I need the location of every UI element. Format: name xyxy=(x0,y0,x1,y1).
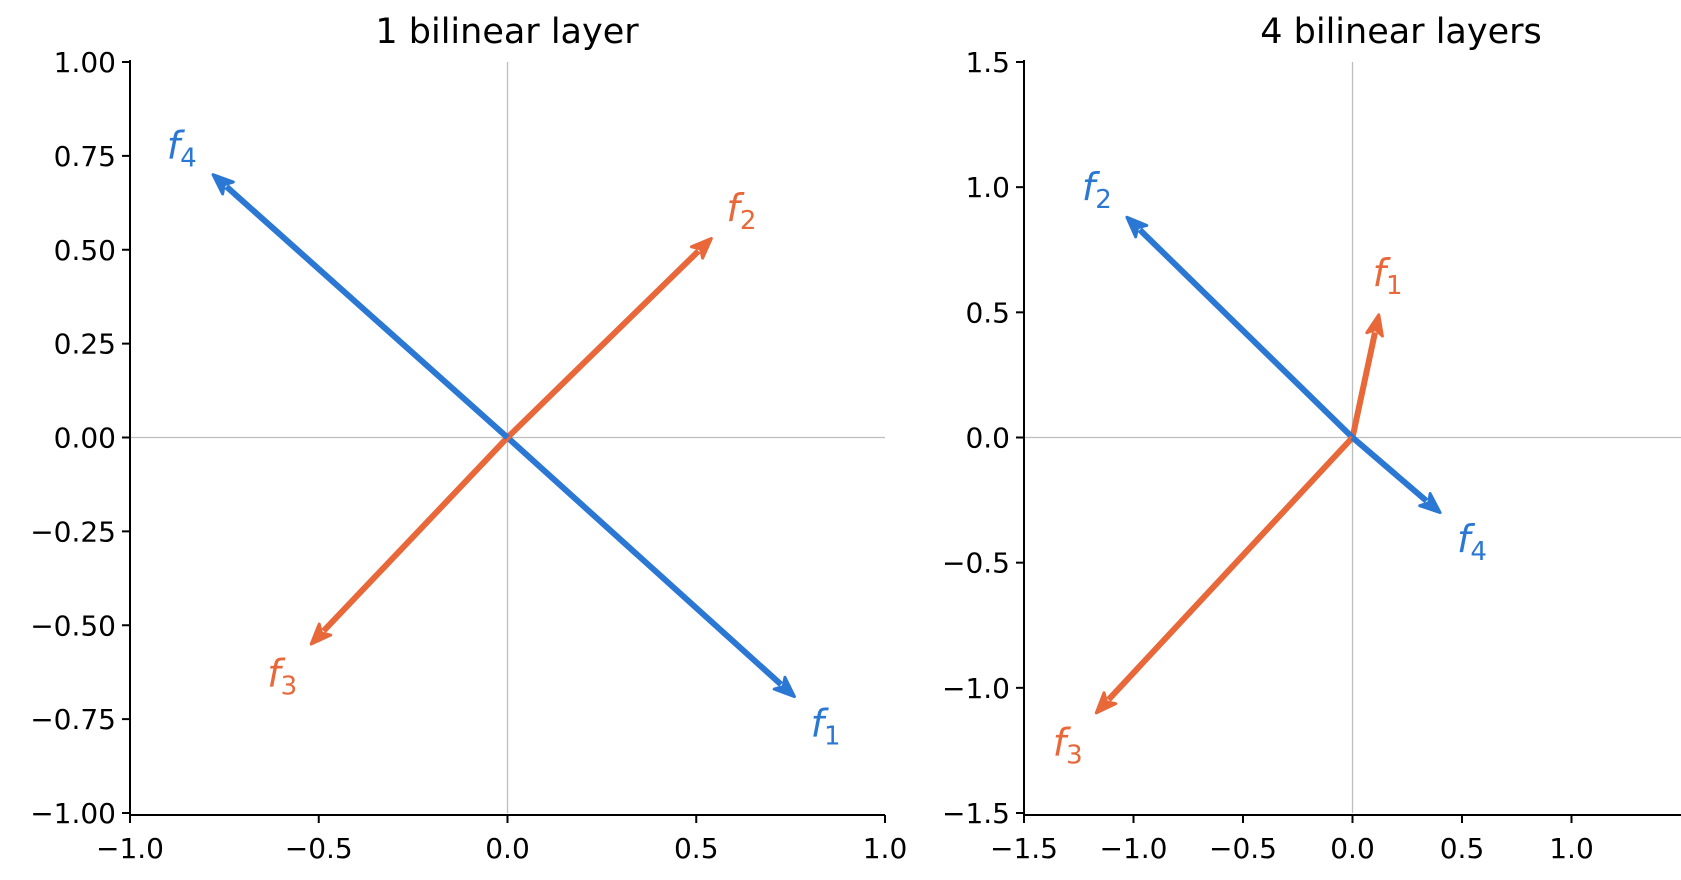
y-tick-label: −0.25 xyxy=(30,515,116,548)
vector-arrowhead xyxy=(211,173,235,196)
x-tick-label: 1.0 xyxy=(863,832,908,865)
y-tick-label: 0.50 xyxy=(54,234,116,267)
y-tick-label: 0.75 xyxy=(54,140,116,173)
vector-f4: f4 xyxy=(167,124,510,440)
x-tick-label: 1.0 xyxy=(1549,832,1594,865)
x-tick-label: 0.5 xyxy=(674,832,719,865)
vector-arrowhead xyxy=(1418,492,1442,515)
y-tick-label: 1.5 xyxy=(965,46,1010,79)
vector-label: f1 xyxy=(1373,251,1403,301)
vector-arrowhead xyxy=(1365,313,1384,338)
vector-arrowhead xyxy=(1125,215,1149,239)
x-tick-label: −1.0 xyxy=(96,832,164,865)
x-tick-label: −0.5 xyxy=(285,832,353,865)
y-tick-label: −1.5 xyxy=(942,797,1010,830)
x-tick-label: −1.5 xyxy=(990,832,1058,865)
vector-shaft xyxy=(1350,435,1429,504)
vector-shaft xyxy=(1137,227,1355,440)
vector-label: f4 xyxy=(167,124,197,174)
vector-shaft xyxy=(224,184,510,440)
y-tick-label: 0.5 xyxy=(965,296,1010,329)
vector-arrowhead xyxy=(1094,691,1118,715)
vector-f2: f2 xyxy=(1082,165,1355,440)
vector-shaft xyxy=(1349,331,1378,439)
x-tick-label: 0.5 xyxy=(1440,832,1485,865)
y-tick-label: −1.00 xyxy=(30,797,116,830)
y-tick-label: 0.25 xyxy=(54,328,116,361)
vector-label: f3 xyxy=(1053,721,1083,771)
y-tick-label: −1.0 xyxy=(942,672,1010,705)
x-tick-label: −0.5 xyxy=(1209,832,1277,865)
y-tick-label: 1.00 xyxy=(54,46,116,79)
vector-label: f4 xyxy=(1457,517,1487,567)
chart-panel-4-bilinear-layers: 4 bilinear layers −1.5 −1.0 −0.5 0.0 0.5 1.0 1… xyxy=(942,12,1681,865)
vector-arrowhead xyxy=(689,236,713,260)
y-tick-label: 0.0 xyxy=(965,422,1010,455)
vector-f1: f1 xyxy=(1349,251,1403,439)
vector-f1: f1 xyxy=(505,435,841,752)
x-tick-label: −1.0 xyxy=(1100,832,1168,865)
vector-shaft xyxy=(321,435,510,634)
vector-shaft xyxy=(505,435,784,687)
vector-label: f2 xyxy=(726,186,756,236)
x-tick-label: 0.0 xyxy=(1330,832,1375,865)
y-tick-label: −0.50 xyxy=(30,609,116,642)
chart-panel-1-bilinear-layer: 1 bilinear layer −1.00 −0.75 −0.50 −0.25 0.0… xyxy=(30,12,907,865)
chart-title: 1 bilinear layer xyxy=(375,12,639,52)
vector-arrowhead xyxy=(309,622,333,646)
vector-f3: f3 xyxy=(267,435,510,701)
y-tick-label: 1.0 xyxy=(965,171,1010,204)
vector-f2: f2 xyxy=(505,186,756,440)
vector-f3: f3 xyxy=(1053,435,1355,771)
vector-label: f1 xyxy=(811,702,841,752)
y-tick-label: 0.00 xyxy=(54,422,116,455)
y-tick-label: −0.75 xyxy=(30,703,116,736)
vector-label: f3 xyxy=(267,651,297,701)
x-tick-label: 0.0 xyxy=(485,832,530,865)
chart-title: 4 bilinear layers xyxy=(1260,12,1542,52)
y-tick-label: −0.5 xyxy=(942,547,1010,580)
vector-shaft xyxy=(505,248,701,440)
vector-label: f2 xyxy=(1082,165,1112,215)
vector-f4: f4 xyxy=(1350,435,1487,567)
vector-shaft xyxy=(1106,435,1355,702)
vector-arrowhead xyxy=(772,675,796,699)
